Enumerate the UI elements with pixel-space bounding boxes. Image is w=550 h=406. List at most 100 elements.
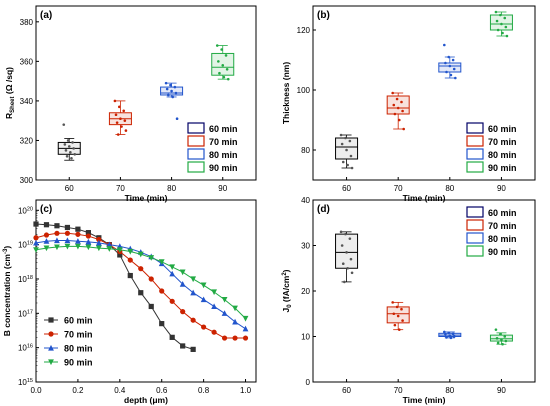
data-point [504, 25, 508, 29]
data-point [499, 332, 502, 336]
tick-exponent: 18 [27, 275, 33, 281]
box-80 [160, 81, 184, 121]
data-point [43, 232, 50, 238]
series-line [35, 223, 194, 350]
x-tick-label: 1.0 [240, 386, 252, 395]
data-point [339, 230, 343, 234]
data-point [451, 332, 455, 336]
data-point [346, 266, 349, 270]
data-point [54, 244, 60, 251]
y-label-rest: (fA/cm [281, 275, 291, 304]
box-70 [386, 91, 410, 131]
data-point [33, 221, 39, 227]
data-point [69, 151, 72, 154]
y-label-sup: 2 [282, 272, 288, 276]
y-axis-label: B concentration (cm-3) [2, 246, 12, 337]
data-point [180, 343, 186, 349]
data-point [232, 305, 238, 312]
x-tick-label: 90 [497, 184, 506, 193]
data-point [54, 223, 60, 229]
box-iqr [489, 14, 513, 31]
data-point [138, 266, 144, 272]
data-point [179, 269, 186, 276]
legend-label: 80 min [488, 150, 517, 160]
box-70 [108, 99, 132, 136]
data-point [505, 34, 509, 38]
panel-0: 300 320 340 360 380 60 70 80 90 Time (min) RSheet … [4, 5, 257, 203]
data-point [159, 321, 165, 327]
x-tick-label: 70 [116, 184, 125, 193]
legend-swatch [466, 206, 484, 218]
data-point [201, 324, 207, 330]
data-point [503, 16, 507, 20]
data-point [200, 282, 207, 289]
panel-label: (b) [317, 10, 330, 21]
data-point [148, 276, 154, 282]
panel-label: (a) [40, 10, 52, 21]
y-tick-label: 1018 [18, 275, 33, 284]
tick-exponent: 19 [27, 241, 33, 247]
legend-label: 70 min [209, 137, 238, 147]
data-point [396, 314, 400, 318]
data-point [242, 335, 249, 341]
data-point [393, 323, 397, 327]
y-label-main: B concentration (cm [2, 254, 12, 337]
data-point [397, 118, 401, 122]
data-point [242, 325, 249, 332]
y-tick-label: 20 [301, 287, 310, 296]
y-axis-label: J0 (fA/cm2) [281, 269, 293, 312]
data-point [447, 55, 451, 59]
data-point [65, 154, 69, 158]
legend-label: 60 min [488, 208, 517, 218]
x-tick-label: 80 [445, 386, 454, 395]
x-tick-label: 0.0 [30, 386, 42, 395]
legend-swatch [187, 148, 205, 160]
x-tick-label: 70 [394, 386, 403, 395]
y-label-rest: (Ω /sq) [4, 67, 14, 97]
data-point [401, 109, 404, 113]
tick-exponent: 17 [27, 309, 33, 315]
data-point [85, 244, 92, 251]
data-point [242, 315, 249, 322]
data-point [448, 64, 452, 68]
data-point [221, 335, 228, 341]
x-axis-label: depth (μm) [124, 395, 168, 405]
panel-label: (d) [317, 204, 330, 215]
data-point [165, 87, 169, 91]
data-point [340, 244, 344, 247]
legend-label: 80 min [64, 344, 93, 354]
data-point [494, 10, 498, 14]
panel-1: 80 100 120 60 70 80 90 Time (min) Thickness (nm)… [281, 5, 536, 203]
data-point [120, 125, 123, 128]
x-axis-label: Time (min) [403, 395, 446, 405]
data-point [343, 280, 346, 284]
data-point [48, 317, 54, 323]
data-point [173, 85, 177, 89]
data-point [164, 81, 168, 85]
data-point [123, 119, 127, 122]
data-point [217, 60, 220, 63]
data-point [190, 317, 196, 323]
x-tick-label: 60 [342, 386, 351, 395]
data-point [348, 237, 352, 240]
data-point [85, 230, 91, 236]
y-tick-label: 340 [20, 97, 34, 106]
tick-base: 10 [18, 309, 27, 318]
data-point [33, 247, 39, 253]
data-point [340, 142, 344, 146]
data-point [341, 160, 345, 164]
data-point [75, 243, 81, 250]
y-tick-label: 30 [301, 242, 310, 251]
data-point [500, 22, 503, 26]
y-label-sup: -3 [3, 248, 9, 254]
data-point [444, 333, 447, 336]
box-60 [57, 123, 81, 161]
data-point [43, 222, 50, 228]
data-point [138, 290, 144, 296]
data-point [211, 303, 217, 310]
data-point [232, 318, 238, 325]
data-point [345, 148, 348, 152]
legend-label: 90 min [488, 247, 517, 257]
y-tick-label: 0 [306, 378, 311, 387]
